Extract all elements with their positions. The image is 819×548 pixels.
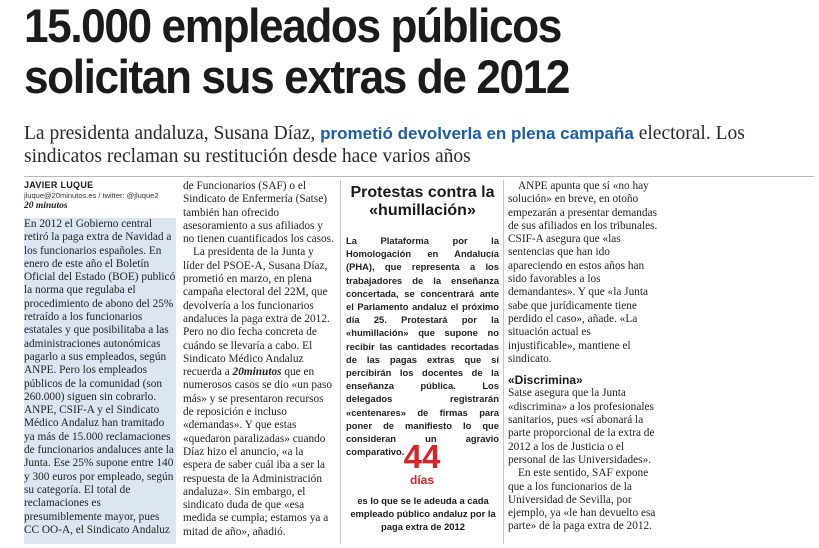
deck-text-1: La presidenta andaluza, Susana Díaz, — [24, 123, 321, 144]
article-column-4: ANPE apunta que sí «no hay solución» en … — [508, 180, 660, 534]
column-1-paragraph: En 2012 el Gobierno central retiró la pa… — [24, 218, 176, 536]
byline-contact: jluque@20minutos.es / twitter: @jluque2 — [24, 191, 159, 200]
stat-unit: días — [409, 473, 434, 487]
column-divider-1 — [340, 180, 341, 544]
column-4-subhead: «Discrimina» — [508, 373, 583, 388]
headline-line-1: 15.000 empleados públicos — [24, 0, 562, 52]
sidebar-text: La Plataforma por la Homologación en And… — [346, 235, 499, 458]
byline: JAVIER LUQUE jluque@20minutos.es / twitt… — [24, 180, 176, 211]
column-2-text-a: La presidenta de la Junta y líder del PS… — [183, 246, 330, 379]
headline-line-2: solicitan sus extras de 2012 — [24, 50, 570, 103]
column-2-emphasis: 20minutos — [232, 366, 282, 379]
headline: 15.000 empleados públicos solicitan sus … — [24, 0, 767, 102]
column-4-paragraph-2: Satse asegura que la Junta «discrimina» … — [508, 387, 655, 466]
column-2-paragraph-2: La presidenta de la Junta y líder del PS… — [183, 246, 335, 539]
sidebar-title: Protestas contra la «humillación» — [350, 184, 495, 219]
deck-subtitle: La presidenta andaluza, Susana Díaz, pro… — [24, 122, 814, 168]
sidebar-box: Protestas contra la «humillación» La Pla… — [346, 184, 499, 458]
column-4-paragraph-1: ANPE apunta que sí «no hay solución» en … — [508, 180, 658, 365]
deck-divider — [24, 176, 814, 177]
byline-paper: 20 minutos — [24, 201, 68, 211]
stat-caption: es lo que se le adeuda a cada empleado p… — [350, 495, 496, 532]
column-2-paragraph-1: de Funcionarios (SAF) o el Sindicato de … — [183, 180, 334, 246]
article-column-1: En 2012 el Gobierno central retiró la pa… — [24, 218, 176, 544]
stat-number: 44 — [403, 438, 441, 475]
article-column-2: de Funcionarios (SAF) o el Sindicato de … — [183, 180, 335, 539]
byline-author: JAVIER LUQUE — [24, 180, 94, 190]
column-2-text-b: que en numerosos casos se dio «un paso m… — [183, 366, 333, 538]
column-4-paragraph-3: En este sentido, SAF expone que a los fu… — [508, 467, 656, 533]
deck-text-2: electoral. Los sindicatos reclaman su re… — [24, 123, 745, 167]
column-divider-2 — [503, 180, 504, 544]
deck-highlight: prometió devolverla en plena campaña — [320, 124, 634, 143]
